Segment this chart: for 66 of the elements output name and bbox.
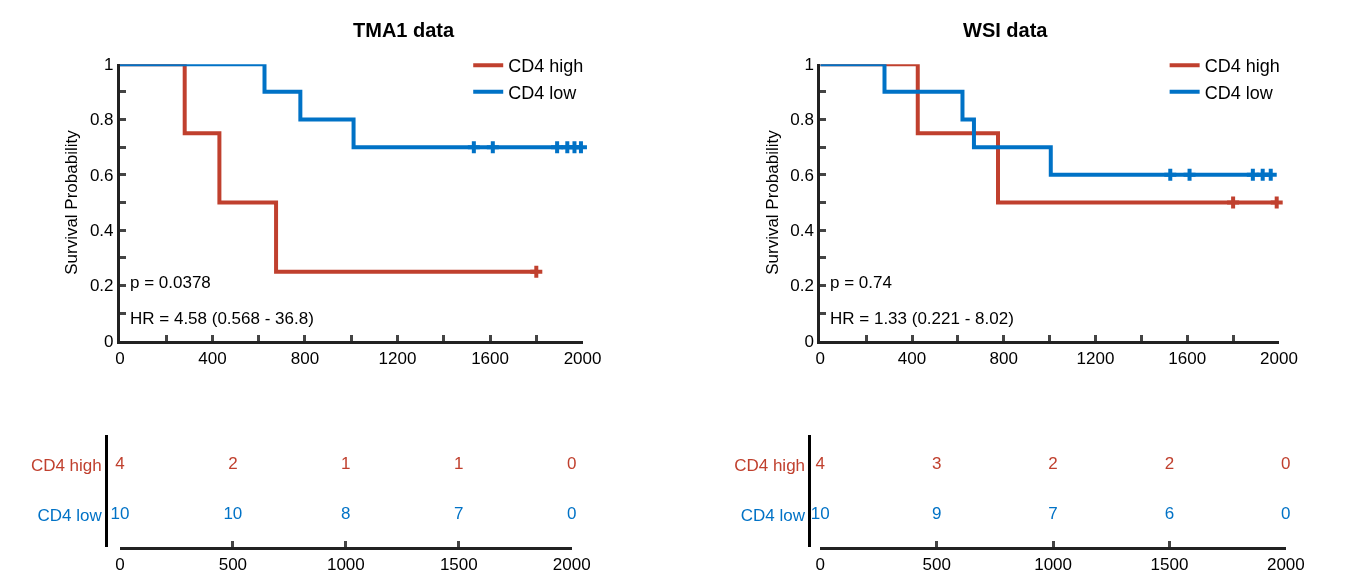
x-tick-label: 1600 — [471, 349, 509, 369]
x-tick-label: 2000 — [552, 555, 591, 575]
x-tick-label: 1500 — [439, 555, 478, 575]
x-tick-label: 1600 — [1168, 349, 1207, 369]
y-axis-title: Survival Probability — [62, 129, 82, 275]
y-axis-title: Survival Probability — [762, 129, 782, 275]
y-tick-label: 0.6 — [790, 165, 814, 185]
annotation: p = 0.0378 — [130, 273, 211, 292]
data-label: 10 — [810, 503, 830, 523]
x-tick-label: 1000 — [1034, 555, 1072, 575]
x-tick-label: 1000 — [326, 555, 365, 575]
x-tick-label: 1500 — [1150, 555, 1189, 575]
annotation: HR = 1.33 (0.221 - 8.02) — [830, 309, 1014, 328]
legend-label: CD4 low — [508, 82, 578, 103]
x-tick-label: 800 — [989, 349, 1018, 369]
y-tick-label: CD4 high — [734, 455, 806, 475]
data-label: 6 — [1164, 503, 1175, 523]
y-tick-label: 0 — [104, 331, 114, 351]
data-label: 0 — [1281, 503, 1291, 523]
x-tick-label: 2000 — [1260, 349, 1298, 369]
y-tick-label: 0.8 — [89, 110, 114, 130]
data-label: 3 — [931, 453, 942, 473]
legend-label: CD4 high — [508, 56, 584, 77]
data-label: 10 — [223, 503, 243, 523]
data-label: 7 — [454, 503, 464, 523]
data-label: 2 — [1164, 453, 1175, 473]
data-label: 7 — [1048, 503, 1058, 523]
x-tick-label: 800 — [290, 349, 320, 369]
data-label: 0 — [1281, 453, 1291, 473]
data-label: 1 — [454, 453, 464, 473]
x-tick-label: 400 — [198, 349, 227, 369]
x-tick-label: 1200 — [1076, 349, 1115, 369]
data-label: 2 — [1048, 453, 1058, 473]
x-tick-label: 500 — [922, 555, 951, 575]
y-tick-label: 1 — [804, 55, 814, 75]
y-tick-label: 0.4 — [89, 221, 114, 241]
y-tick-label: 0.6 — [89, 165, 114, 185]
y-tick-label: 0.8 — [790, 110, 814, 130]
data-label: 4 — [115, 453, 125, 473]
y-tick-label: CD4 high — [30, 455, 102, 475]
data-label: 0 — [567, 453, 577, 473]
x-tick-label: 1200 — [378, 349, 417, 369]
data-label: 9 — [931, 503, 942, 523]
data-label: 10 — [110, 503, 130, 523]
data-label: 4 — [815, 453, 826, 473]
annotation: HR = 4.58 (0.568 - 36.8) — [130, 309, 314, 328]
x-tick-label: 2000 — [563, 349, 602, 369]
y-tick-label: CD4 low — [37, 505, 103, 525]
chart-title: TMA1 data — [353, 19, 455, 41]
data-label: 0 — [567, 503, 577, 523]
y-tick-label: 0.4 — [790, 221, 814, 241]
y-tick-label: 0 — [804, 331, 814, 351]
x-tick-label: 500 — [218, 555, 248, 575]
y-tick-label: 0.2 — [89, 276, 114, 296]
y-tick-label: 0.2 — [790, 276, 814, 296]
y-tick-label: CD4 low — [740, 505, 806, 525]
x-tick-label: 2000 — [1266, 555, 1305, 575]
x-tick-label: 400 — [897, 349, 927, 369]
data-label: 1 — [341, 453, 351, 473]
chart-title: WSI data — [963, 19, 1049, 41]
data-label: 8 — [341, 503, 351, 523]
y-tick-label: 1 — [104, 55, 114, 75]
data-label: 2 — [228, 453, 238, 473]
legend-label: CD4 low — [1204, 82, 1274, 103]
annotation: p = 0.74 — [830, 273, 892, 292]
legend-label: CD4 high — [1204, 56, 1280, 77]
